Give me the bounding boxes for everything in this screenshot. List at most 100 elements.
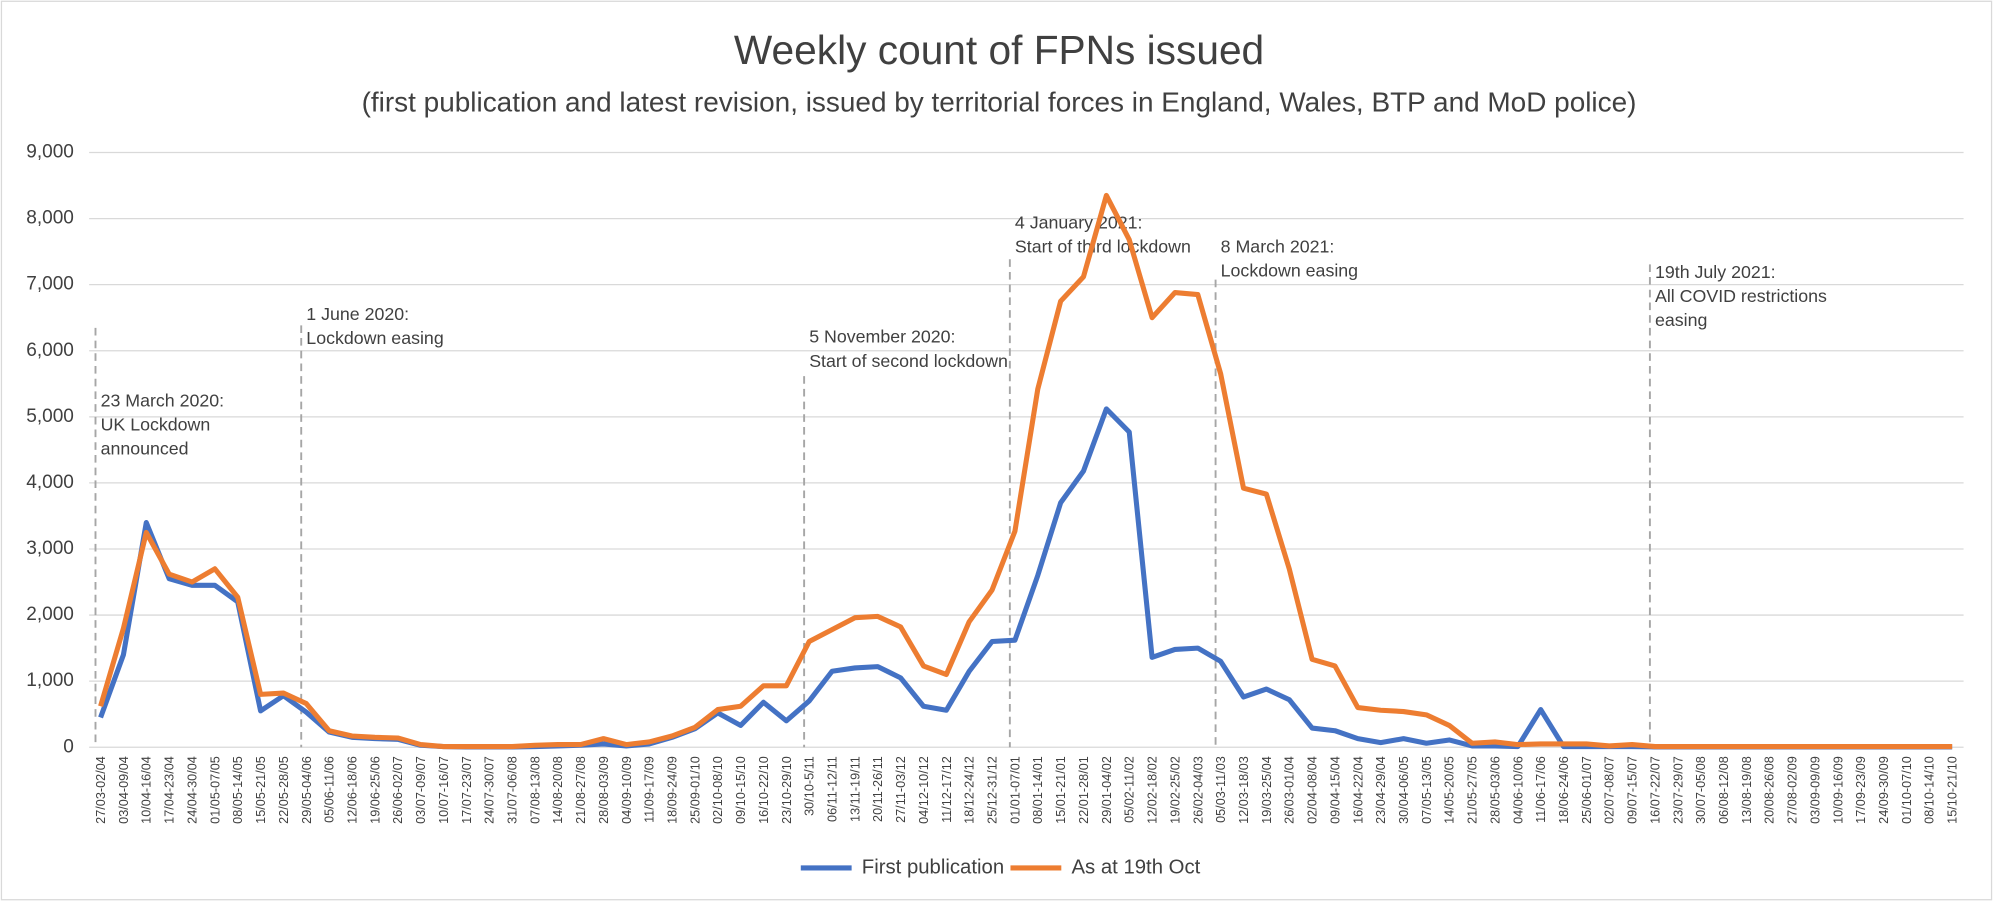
annotation-text: 19th July 2021:	[1655, 262, 1776, 282]
x-tick-label: 06/11-12/11	[826, 756, 840, 822]
x-tick-label: 20/11-26/11	[871, 756, 885, 822]
x-tick-label: 11/09-17/09	[643, 756, 657, 823]
x-tick-label: 05/03-11/03	[1214, 756, 1228, 823]
x-tick-label: 13/11-19/11	[848, 756, 862, 822]
x-tick-label: 12/06-18/06	[345, 756, 359, 824]
chart-subtitle: (first publication and latest revision, …	[362, 87, 1637, 118]
x-tick-label: 09/10-15/10	[734, 756, 748, 824]
x-tick-label: 24/04-30/04	[185, 756, 199, 824]
x-tick-label: 28/05-03/06	[1488, 756, 1502, 824]
y-tick-label: 8,000	[26, 208, 74, 229]
x-tick-label: 14/05-20/05	[1443, 756, 1457, 824]
x-tick-label: 05/06-11/06	[323, 756, 337, 823]
x-tick-label: 23/04-29/04	[1374, 756, 1388, 824]
annotation-text: easing	[1655, 310, 1707, 330]
legend-label: As at 19th Oct	[1071, 856, 1200, 878]
x-tick-label: 27/11-03/12	[894, 756, 908, 823]
x-tick-label: 08/05-14/05	[231, 756, 245, 824]
x-tick-label: 03/07-09/07	[414, 756, 428, 824]
x-tick-label: 27/03-02/04	[94, 756, 108, 824]
x-tick-label: 16/04-22/04	[1351, 756, 1365, 824]
annotation-text: announced	[101, 439, 189, 459]
x-tick-label: 03/04-09/04	[117, 756, 131, 824]
x-tick-label: 19/06-25/06	[368, 756, 382, 824]
annotation-text: Start of second lockdown	[809, 351, 1008, 371]
chart-title: Weekly count of FPNs issued	[734, 27, 1264, 73]
x-tick-label: 10/04-16/04	[140, 756, 154, 824]
x-tick-label: 01/10-07/10	[1900, 756, 1914, 824]
x-tick-label: 03/09-09/09	[1808, 756, 1822, 824]
x-tick-label: 21/08-27/08	[574, 756, 588, 824]
x-tick-label: 20/08-26/08	[1763, 756, 1777, 824]
x-tick-label: 22/05-28/05	[277, 756, 291, 824]
annotation-text: 1 June 2020:	[306, 304, 409, 324]
x-tick-label: 12/03-18/03	[1237, 756, 1251, 824]
x-tick-label: 04/09-10/09	[620, 756, 634, 824]
x-tick-label: 10/07-16/07	[437, 756, 451, 824]
annotation-text: 23 March 2020:	[101, 390, 225, 410]
x-tick-label: 04/12-10/12	[917, 756, 931, 824]
x-tick-label: 13/08-19/08	[1740, 756, 1754, 824]
x-tick-label: 22/01-28/01	[1077, 756, 1091, 824]
x-tick-label: 07/08-13/08	[528, 756, 542, 824]
y-tick-label: 7,000	[26, 274, 74, 295]
x-tick-label: 30/04-06/05	[1397, 756, 1411, 824]
y-tick-label: 0	[63, 736, 74, 757]
x-tick-label: 29/01-04/02	[1100, 756, 1114, 824]
x-tick-label: 15/01-21/01	[1054, 756, 1068, 824]
y-tick-label: 9,000	[26, 142, 74, 163]
x-tick-label: 05/02-11/02	[1123, 756, 1137, 823]
y-tick-label: 5,000	[26, 406, 74, 427]
x-tick-label: 24/07-30/07	[483, 756, 497, 824]
x-tick-label: 26/02-04/03	[1191, 756, 1205, 824]
y-tick-label: 4,000	[26, 472, 74, 493]
x-tick-label: 28/08-03/09	[597, 756, 611, 824]
x-tick-label: 23/10-29/10	[780, 756, 794, 824]
x-tick-label: 02/04-08/04	[1306, 756, 1320, 824]
x-tick-label: 30/07-05/08	[1694, 756, 1708, 824]
annotation-text: UK Lockdown	[101, 414, 211, 434]
x-tick-label: 11/06-17/06	[1534, 756, 1548, 823]
x-tick-label: 17/09-23/09	[1854, 756, 1868, 824]
x-tick-label: 18/12-24/12	[963, 756, 977, 824]
x-tick-label: 09/07-15/07	[1626, 756, 1640, 824]
x-tick-label: 25/09-01/10	[688, 756, 702, 824]
annotation-text: Start of third lockdown	[1015, 237, 1191, 257]
x-tick-label: 25/12-31/12	[986, 756, 1000, 824]
x-tick-label: 30/10-5/11	[803, 756, 817, 816]
annotation-text: All COVID restrictions	[1655, 286, 1827, 306]
x-tick-label: 31/07-06/08	[505, 756, 519, 824]
x-tick-label: 12/02-18/02	[1146, 756, 1160, 824]
y-tick-label: 6,000	[26, 340, 74, 361]
x-tick-label: 26/06-02/07	[391, 756, 405, 824]
x-tick-label: 06/08-12/08	[1717, 756, 1731, 824]
x-tick-label: 11/12-17/12	[940, 756, 954, 823]
x-tick-label: 08/01-14/01	[1031, 756, 1045, 824]
x-tick-label: 04/06-10/06	[1511, 756, 1525, 824]
x-tick-label: 18/06-24/06	[1557, 756, 1571, 824]
x-tick-label: 24/09-30/09	[1877, 756, 1891, 824]
x-tick-label: 19/02-25/02	[1168, 756, 1182, 824]
x-tick-label: 16/07-22/07	[1648, 756, 1662, 824]
x-tick-label: 02/10-08/10	[711, 756, 725, 824]
x-tick-label: 10/09-16/09	[1831, 756, 1845, 824]
x-tick-label: 17/04-23/04	[163, 756, 177, 824]
x-tick-label: 21/05-27/05	[1466, 756, 1480, 824]
x-tick-label: 18/09-24/09	[665, 756, 679, 824]
x-tick-label: 27/08-02/09	[1786, 756, 1800, 824]
annotation-text: Lockdown easing	[1221, 261, 1358, 281]
x-tick-label: 25/06-01/07	[1580, 756, 1594, 824]
annotation-text: 8 March 2021:	[1221, 237, 1335, 257]
x-tick-label: 26/03-01/04	[1283, 756, 1297, 824]
x-tick-label: 14/08-20/08	[551, 756, 565, 824]
x-tick-label: 09/04-15/04	[1328, 756, 1342, 824]
x-tick-label: 15/05-21/05	[254, 756, 268, 824]
x-tick-label: 29/05-04/06	[300, 756, 314, 824]
annotation-text: Lockdown easing	[306, 328, 443, 348]
annotation-text: 4 January 2021:	[1015, 212, 1143, 232]
annotation-text: 5 November 2020:	[809, 327, 955, 347]
x-tick-label: 23/07-29/07	[1671, 756, 1685, 824]
series-line	[98, 192, 1953, 750]
